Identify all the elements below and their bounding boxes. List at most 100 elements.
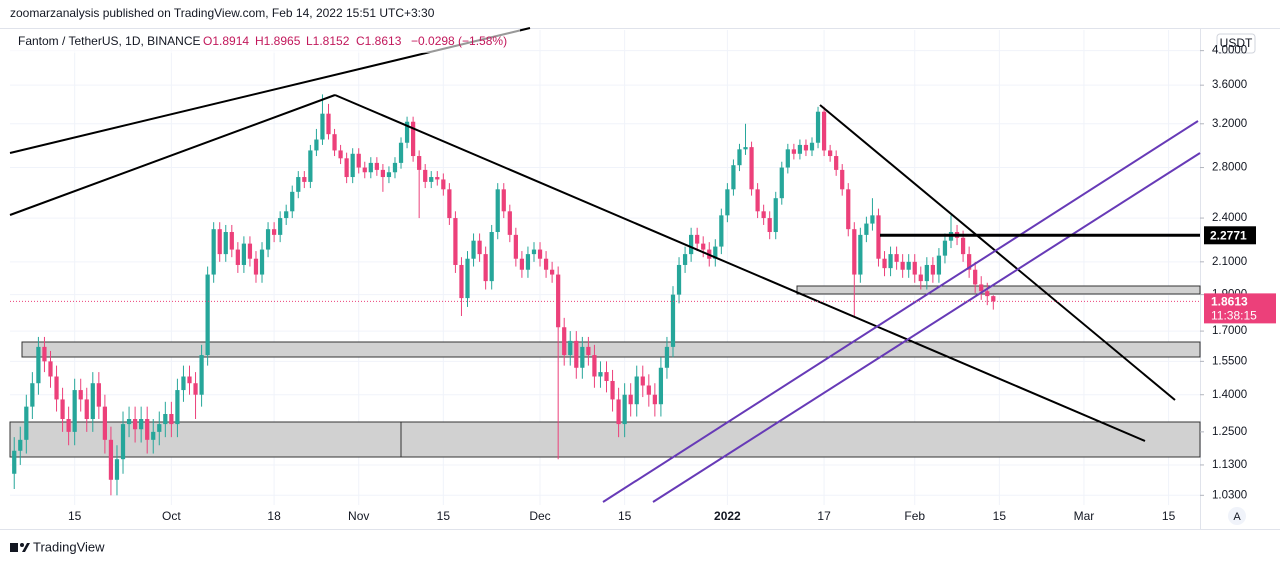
candle-body [501,189,506,212]
candle-body [453,218,458,265]
candle-body [791,149,796,154]
candle-body [622,394,627,425]
trendlines [9,27,1201,503]
candle-body [682,254,688,265]
candle-body [350,153,355,178]
candle-body [918,274,923,282]
scale-mode-button[interactable] [1228,507,1246,525]
currency[interactable]: USDT [1220,36,1253,50]
candle-body [132,419,138,430]
candle-body [247,243,253,259]
candle-body [90,383,95,420]
candle-body [640,376,645,386]
y-tick-label: 3.2000 [1212,118,1247,130]
trendline [9,94,336,216]
candle-body [36,346,41,384]
candle-body [779,167,784,199]
candle-body [864,223,869,235]
candle-body [616,399,621,425]
candle-body [290,191,295,212]
candle-body [755,189,760,212]
candle-body [314,139,319,151]
candle-body [670,294,676,347]
candle-body [447,189,452,219]
y-tick-label: 1.7000 [1212,325,1247,337]
candle-body [120,424,126,460]
candle-body [362,167,367,173]
candle-body [193,383,198,395]
candle-body [882,258,887,269]
candle-body [102,406,108,440]
candle-body [761,211,766,219]
candle-body [368,162,373,173]
candle-body [586,346,591,356]
candle-body [580,346,585,368]
candle-body [199,355,204,395]
candle-body [78,390,83,400]
candle-body [12,450,17,474]
candle-body [417,156,422,170]
candle-body [652,394,657,405]
candle-body [574,340,579,368]
ohlc-high: H1.8965 [255,34,301,48]
candle-body [846,189,851,230]
footer-logo [10,543,30,552]
currency-box[interactable] [1216,33,1256,54]
candle-body [66,419,71,432]
candle-body [550,269,555,275]
y-tick-label: 4.0000 [1212,45,1247,57]
candle-body [634,376,639,405]
ohlc-low: L1.8152 [306,34,350,48]
candle-body [906,261,911,270]
zone [21,341,1201,358]
candle-body [108,439,114,480]
candle-body [556,274,561,328]
candle-body [689,234,694,255]
ohlc-close: C1.8613 [356,34,402,48]
candle-body [821,111,827,151]
candle-body [211,229,216,275]
candle-body [392,162,398,173]
scale-mode[interactable]: A [1233,511,1241,523]
x-tick-label: Feb [904,509,925,523]
ohlc-open: O1.8914 [203,34,249,48]
candle-body [441,179,446,190]
candle-body [72,390,77,432]
candle-body [531,249,537,255]
y-tick-label: 2.4000 [1212,212,1247,224]
candle-body [84,399,89,420]
candle-body [278,218,283,235]
channel-line [652,152,1201,503]
candle-body [942,240,948,256]
candle-body [695,234,700,244]
candle-body [223,232,228,255]
x-tick-label: 15 [437,509,451,523]
candle-body [743,147,748,150]
candle-body [302,177,307,182]
candle-body [525,254,531,270]
x-tick-label: Nov [348,509,369,523]
candle-body [646,385,651,395]
candle-body [979,284,984,292]
candle-body [356,153,361,168]
trendline [334,94,1146,442]
candle-body [834,156,839,170]
zone [796,285,1201,295]
candle-body [815,111,821,143]
candle-body [507,211,512,235]
logo-mark [20,543,24,547]
candle-body [344,158,349,178]
candle-body [60,399,65,420]
candle-body [858,234,863,275]
candle-body [157,424,162,432]
candle-body [604,372,609,381]
candle-body [465,258,470,299]
candle-body [30,383,35,407]
candle-body [338,150,343,159]
candle-body [483,254,488,282]
candle-body [459,264,464,299]
candle-body [785,149,790,168]
x-tick-label: 15 [1162,509,1176,523]
